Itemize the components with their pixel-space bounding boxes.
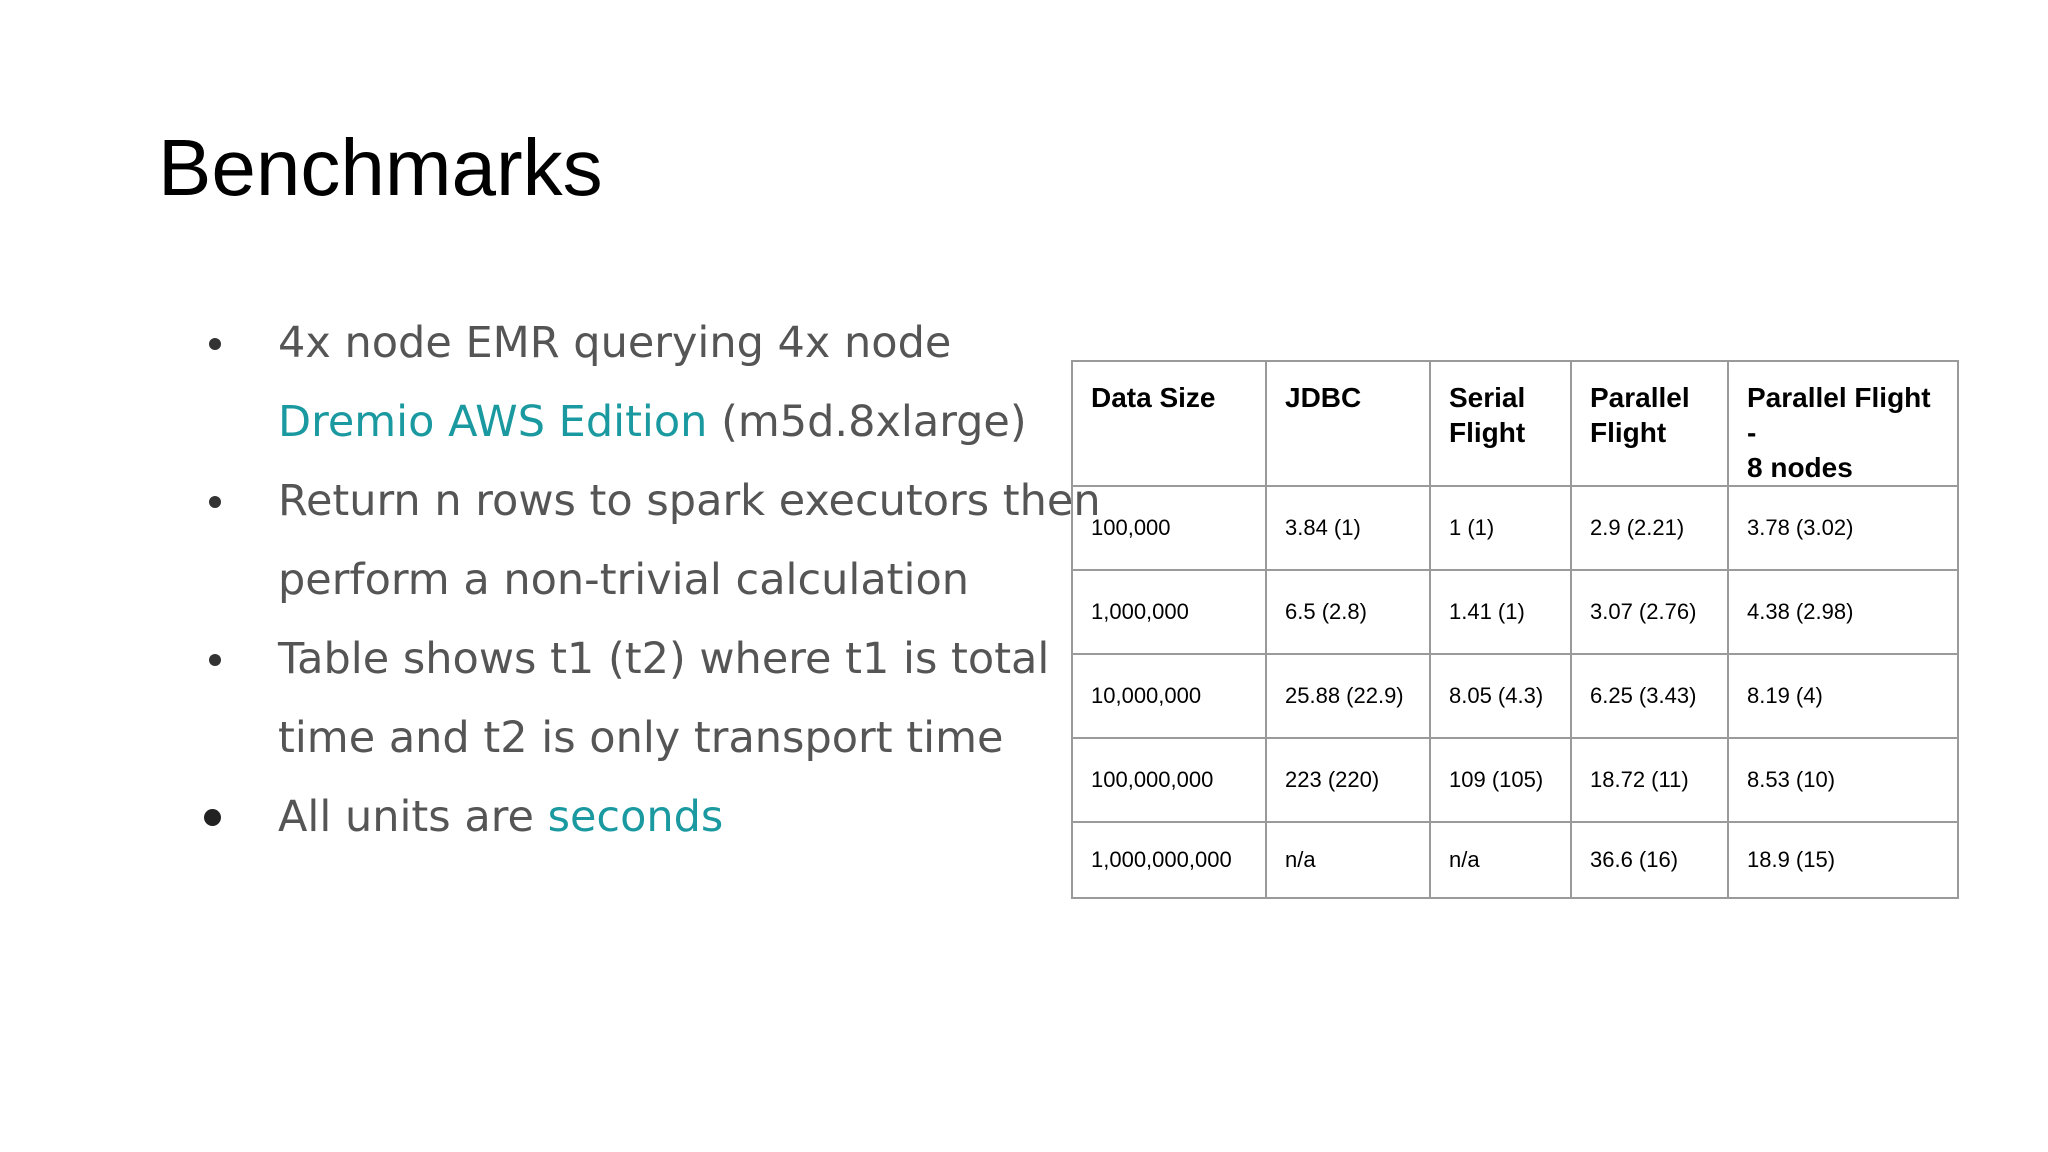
bullet-text: perform a non-trivial calculation [278,555,970,605]
cell-parallel-flight: 36.6 (16) [1570,821,1729,899]
dremio-aws-edition-link[interactable]: Dremio AWS Edition [278,397,708,447]
cell-serial-flight: 1 (1) [1429,485,1572,571]
bullet-item-units: All units are seconds [200,778,1060,857]
cell-data-size: 1,000,000 [1071,569,1267,655]
header-data-size: Data Size [1071,360,1267,487]
table-row: 100,000,000 223 (220) 109 (105) 18.72 (1… [1071,737,1959,823]
cell-data-size: 1,000,000,000 [1071,821,1267,899]
bullet-text: time and t2 is only transport time [278,713,1004,763]
table-row: 100,000 3.84 (1) 1 (1) 2.9 (2.21) 3.78 (… [1071,485,1959,571]
cell-data-size: 100,000 [1071,485,1267,571]
benchmark-table: Data Size JDBC Serial Flight Parallel Flig… [1071,360,1959,899]
cell-parallel-flight: 6.25 (3.43) [1570,653,1729,739]
bullet-text: All units are [278,792,548,842]
header-jdbc: JDBC [1265,360,1431,487]
cell-parallel-flight-8-nodes: 18.9 (15) [1727,821,1959,899]
table-row: 1,000,000 6.5 (2.8) 1.41 (1) 3.07 (2.76)… [1071,569,1959,655]
table-row: 10,000,000 25.88 (22.9) 8.05 (4.3) 6.25 … [1071,653,1959,739]
bullet-dot-icon [209,654,221,666]
cell-parallel-flight-8-nodes: 8.19 (4) [1727,653,1959,739]
header-parallel-flight-8-nodes: Parallel Flight -8 nodes [1727,360,1959,487]
cell-jdbc: 25.88 (22.9) [1265,653,1431,739]
cell-serial-flight: 109 (105) [1429,737,1572,823]
bullet-dot-icon [209,496,221,508]
cell-parallel-flight: 3.07 (2.76) [1570,569,1729,655]
cell-parallel-flight-8-nodes: 4.38 (2.98) [1727,569,1959,655]
header-serial-flight: Serial Flight [1429,360,1572,487]
cell-parallel-flight-8-nodes: 3.78 (3.02) [1727,485,1959,571]
bullet-item-table-meaning: Table shows t1 (t2) where t1 is total ti… [200,620,1060,778]
bullet-item-return-rows: Return n rows to spark executors then pe… [200,462,1101,620]
bullet-dot-icon [204,809,221,826]
bullet-text: 4x node EMR querying 4x node [278,318,952,368]
bullet-text: (m5d.8xlarge) [707,397,1027,447]
bullet-dot-icon [209,338,221,350]
bullet-text: Table shows t1 (t2) where t1 is total [278,634,1050,684]
seconds-link[interactable]: seconds [547,792,724,842]
bullet-item-cluster: 4x node EMR querying 4x node Dremio AWS … [200,304,1060,462]
cell-jdbc: 3.84 (1) [1265,485,1431,571]
header-parallel-flight: Parallel Flight [1570,360,1729,487]
cell-serial-flight: 1.41 (1) [1429,569,1572,655]
cell-data-size: 10,000,000 [1071,653,1267,739]
cell-jdbc: 223 (220) [1265,737,1431,823]
cell-jdbc: n/a [1265,821,1431,899]
bullet-text: Return n rows to spark executors then [278,476,1101,526]
slide-title: Benchmarks [158,123,603,212]
cell-data-size: 100,000,000 [1071,737,1267,823]
cell-parallel-flight-8-nodes: 8.53 (10) [1727,737,1959,823]
cell-jdbc: 6.5 (2.8) [1265,569,1431,655]
cell-serial-flight: n/a [1429,821,1572,899]
bullet-list: 4x node EMR querying 4x node Dremio AWS … [200,304,1101,857]
table-header-row: Data Size JDBC Serial Flight Parallel Flig… [1071,360,1959,487]
cell-serial-flight: 8.05 (4.3) [1429,653,1572,739]
table-row: 1,000,000,000 n/a n/a 36.6 (16) 18.9 (15… [1071,821,1959,899]
cell-parallel-flight: 18.72 (11) [1570,737,1729,823]
cell-parallel-flight: 2.9 (2.21) [1570,485,1729,571]
